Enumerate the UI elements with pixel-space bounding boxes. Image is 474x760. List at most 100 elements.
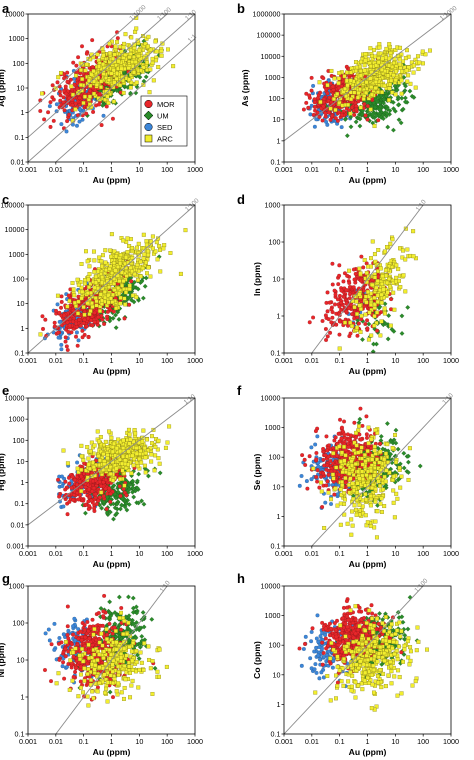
point-mor — [352, 277, 357, 282]
point-arc — [416, 67, 421, 72]
point-mor — [86, 499, 91, 504]
point-mor — [52, 324, 57, 329]
point-mor — [312, 100, 317, 105]
point-mor — [323, 326, 328, 332]
point-mor — [85, 316, 91, 321]
point-arc — [112, 52, 117, 57]
point-arc — [363, 294, 368, 299]
point-mor — [321, 76, 326, 81]
y-tick-label: 1000 — [265, 73, 281, 82]
point-mor — [83, 502, 89, 507]
point-arc — [108, 248, 113, 253]
point-mor — [68, 77, 73, 82]
point-arc — [397, 57, 402, 62]
x-tick-label: 100 — [161, 356, 173, 365]
point-arc — [114, 76, 119, 81]
point-mor — [91, 109, 96, 114]
point-arc — [388, 241, 393, 246]
point-um — [378, 114, 384, 120]
point-mor — [374, 328, 380, 333]
point-arc — [99, 490, 104, 495]
point-mor — [106, 486, 112, 491]
point-sed — [339, 125, 344, 130]
point-um — [110, 516, 117, 522]
point-arc — [369, 92, 374, 97]
point-sed — [74, 330, 79, 335]
point-mor — [38, 108, 43, 114]
point-arc — [123, 302, 128, 307]
point-arc — [101, 62, 106, 67]
point-mor — [323, 337, 329, 343]
point-mor — [355, 333, 360, 338]
point-arc — [386, 98, 391, 103]
point-mor — [129, 279, 134, 284]
point-arc — [362, 68, 367, 73]
point-mor — [354, 107, 359, 112]
point-arc — [147, 90, 152, 95]
point-mor — [309, 88, 314, 93]
point-um — [136, 500, 142, 506]
point-mor — [101, 494, 106, 499]
point-arc — [100, 253, 105, 258]
point-um — [107, 509, 113, 515]
point-arc — [377, 288, 382, 293]
x-tick-label: 100 — [161, 165, 173, 174]
point-arc — [96, 278, 101, 283]
point-arc — [183, 228, 188, 233]
point-arc — [83, 281, 87, 286]
point-arc — [353, 68, 358, 73]
point-arc — [355, 325, 360, 330]
point-mor — [64, 91, 69, 96]
point-arc — [122, 296, 127, 301]
point-arc — [70, 92, 75, 97]
point-um — [383, 321, 389, 327]
point-arc — [374, 285, 379, 290]
legend-marker — [143, 110, 154, 121]
point-mor — [80, 328, 85, 333]
point-arc — [87, 94, 92, 99]
point-arc — [166, 47, 170, 52]
point-arc — [394, 263, 399, 268]
point-arc — [413, 256, 418, 261]
point-arc — [129, 471, 134, 476]
point-mor — [339, 288, 344, 293]
point-arc — [360, 80, 365, 85]
point-mor — [330, 315, 335, 320]
point-arc — [337, 346, 342, 351]
point-arc — [98, 85, 103, 90]
point-arc — [150, 56, 155, 61]
point-um — [139, 498, 145, 504]
point-arc — [119, 270, 124, 275]
point-arc — [383, 268, 388, 273]
point-sed — [101, 113, 106, 118]
point-um — [380, 116, 386, 122]
point-mor — [80, 335, 85, 340]
point-mor — [330, 84, 335, 89]
point-mor — [306, 105, 311, 110]
point-um — [115, 489, 121, 495]
point-arc — [337, 101, 342, 105]
point-mor — [62, 108, 67, 113]
point-arc — [409, 60, 414, 65]
point-arc — [325, 83, 330, 88]
point-mor — [324, 107, 329, 112]
point-mor — [350, 312, 355, 317]
point-arc — [84, 249, 88, 254]
point-arc — [134, 245, 139, 250]
point-arc — [375, 293, 380, 298]
point-arc — [344, 94, 349, 99]
point-arc — [82, 94, 87, 99]
point-arc — [67, 299, 72, 303]
point-arc — [86, 277, 91, 282]
point-arc — [403, 289, 408, 294]
x-tick-label: 0.001 — [19, 165, 37, 174]
point-arc — [401, 59, 406, 64]
point-um — [114, 510, 120, 516]
point-mor — [311, 112, 316, 117]
point-mor — [42, 117, 47, 122]
point-arc — [328, 106, 333, 111]
point-arc — [385, 290, 390, 295]
point-um — [405, 304, 411, 310]
